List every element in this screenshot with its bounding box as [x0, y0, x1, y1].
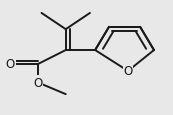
- Text: O: O: [6, 58, 15, 71]
- Text: O: O: [33, 76, 43, 89]
- Text: O: O: [123, 65, 133, 78]
